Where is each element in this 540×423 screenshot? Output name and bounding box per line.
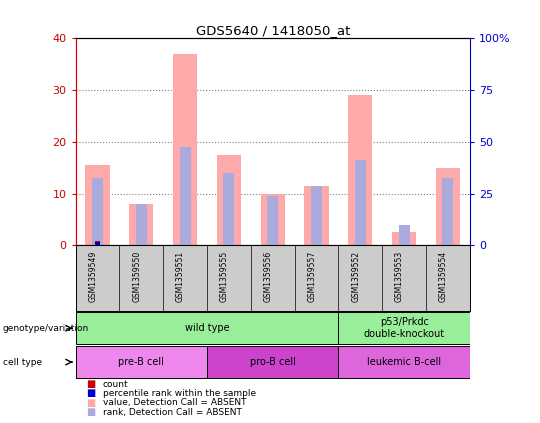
Text: GSM1359552: GSM1359552 — [352, 250, 360, 302]
Text: count: count — [103, 379, 128, 389]
Bar — [261, 194, 285, 245]
Bar — [339, 346, 470, 378]
Bar — [392, 232, 416, 245]
Text: ■: ■ — [86, 379, 96, 389]
Bar — [399, 225, 409, 245]
Text: GSM1359554: GSM1359554 — [439, 250, 448, 302]
Bar — [207, 346, 339, 378]
Text: leukemic B-cell: leukemic B-cell — [367, 357, 441, 367]
Bar — [339, 313, 470, 344]
Bar — [436, 168, 460, 245]
Bar — [217, 155, 241, 245]
Text: pre-B cell: pre-B cell — [118, 357, 164, 367]
Text: ■: ■ — [86, 388, 96, 398]
Bar — [311, 186, 322, 245]
Text: value, Detection Call = ABSENT: value, Detection Call = ABSENT — [103, 398, 246, 407]
Bar — [348, 95, 373, 245]
Bar — [305, 186, 328, 245]
Text: GSM1359556: GSM1359556 — [264, 250, 273, 302]
Text: GSM1359557: GSM1359557 — [307, 250, 316, 302]
Bar — [442, 178, 454, 245]
Text: GSM1359555: GSM1359555 — [220, 250, 229, 302]
Text: percentile rank within the sample: percentile rank within the sample — [103, 389, 256, 398]
Bar — [224, 173, 234, 245]
Bar — [95, 241, 100, 245]
Bar — [129, 204, 153, 245]
Bar — [76, 346, 207, 378]
Text: cell type: cell type — [3, 357, 42, 367]
Bar — [85, 165, 110, 245]
Bar — [267, 196, 278, 245]
Bar — [76, 313, 339, 344]
Text: ■: ■ — [86, 407, 96, 417]
Text: ■: ■ — [86, 398, 96, 408]
Title: GDS5640 / 1418050_at: GDS5640 / 1418050_at — [195, 24, 350, 37]
Text: p53/Prkdc
double-knockout: p53/Prkdc double-knockout — [363, 317, 444, 339]
Text: rank, Detection Call = ABSENT: rank, Detection Call = ABSENT — [103, 407, 241, 417]
Text: pro-B cell: pro-B cell — [250, 357, 295, 367]
Text: GSM1359551: GSM1359551 — [176, 250, 185, 302]
Bar — [95, 242, 100, 245]
Bar — [136, 204, 147, 245]
Text: genotype/variation: genotype/variation — [3, 324, 89, 333]
Text: wild type: wild type — [185, 323, 230, 333]
Text: GSM1359553: GSM1359553 — [395, 250, 404, 302]
Bar — [180, 147, 191, 245]
Text: GSM1359549: GSM1359549 — [89, 250, 98, 302]
Bar — [173, 54, 197, 245]
Bar — [355, 160, 366, 245]
Bar — [92, 178, 103, 245]
Text: GSM1359550: GSM1359550 — [132, 250, 141, 302]
